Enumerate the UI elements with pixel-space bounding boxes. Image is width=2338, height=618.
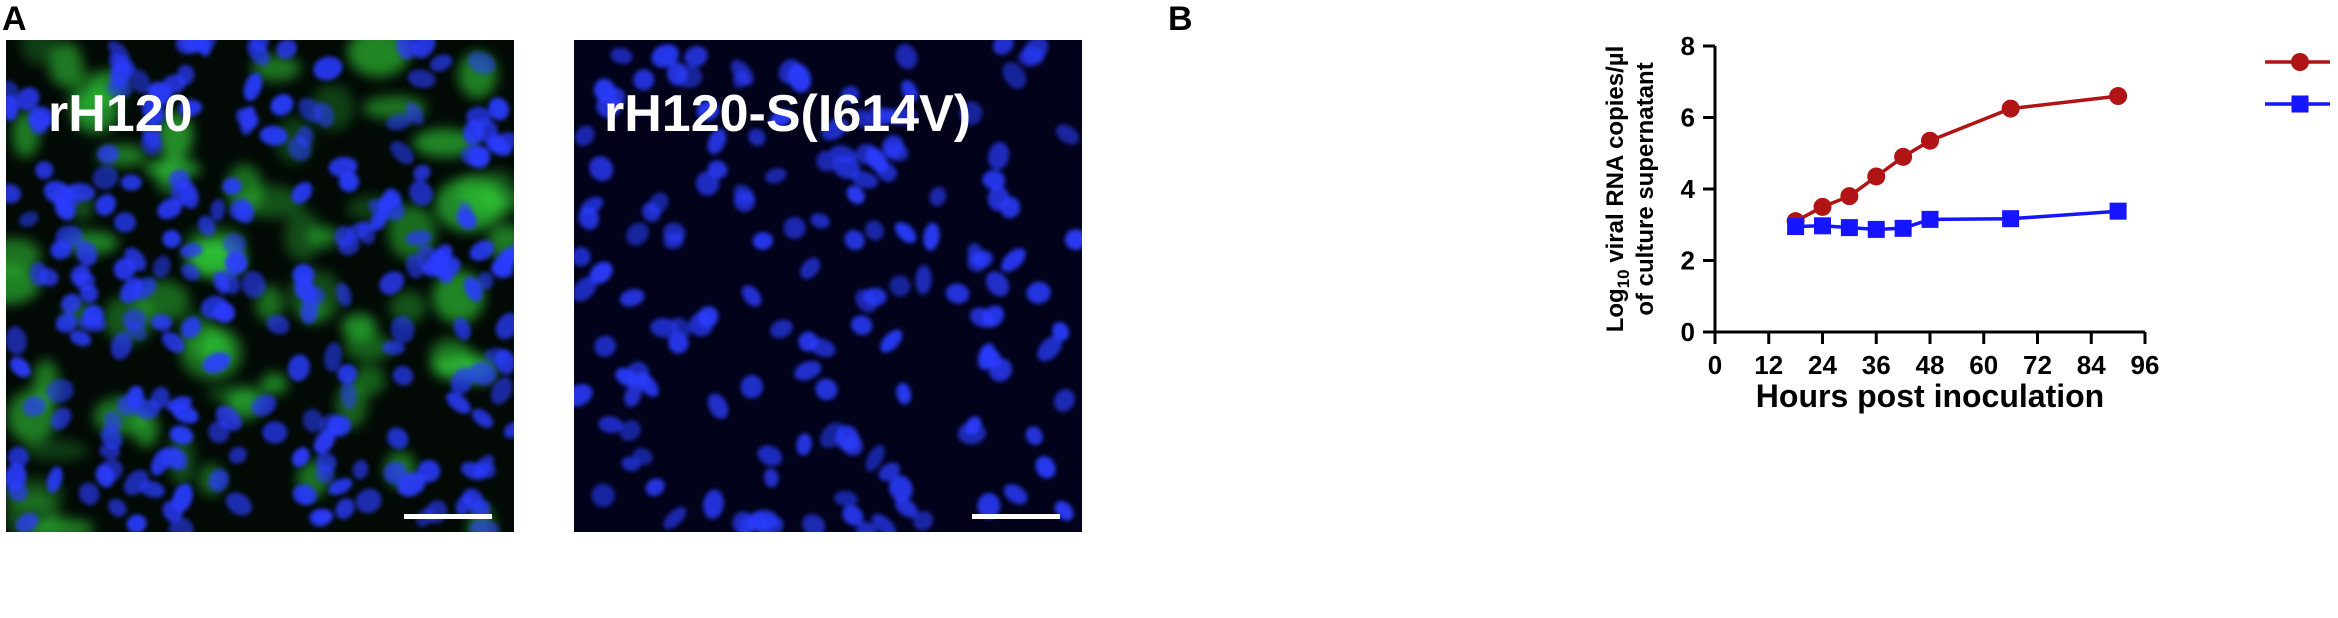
y-axis-label-rest: viral RNA copies/µl [1602, 46, 1629, 270]
x-tick-label: 12 [1754, 350, 1783, 380]
chart-legend: rH120 rH120-S(I614V) [2265, 53, 2330, 113]
data-point [1894, 147, 1913, 166]
y-axis-label-log: Log [1602, 288, 1629, 332]
data-point [1867, 220, 1885, 238]
y-axis-label: Log10 viral RNA copies/µl [1602, 46, 1633, 333]
y-axis-label-line2: of culture supernatant [1632, 62, 1659, 315]
y-tick-label: 8 [1681, 31, 1695, 61]
y-axis-label-sub: 10 [1614, 269, 1633, 288]
data-point [1840, 219, 1858, 237]
chart-series [1786, 87, 2128, 238]
x-tick-label: 48 [1916, 350, 1945, 380]
data-point [1840, 187, 1859, 206]
data-point [2109, 202, 2127, 220]
data-point [1921, 210, 1939, 228]
y-tick-label: 6 [1681, 103, 1695, 133]
data-point [2002, 210, 2020, 228]
x-tick-label: 36 [1862, 350, 1891, 380]
nuclei-stain [574, 40, 1082, 532]
panel-b-letter: B [1168, 0, 1193, 38]
data-point [1787, 218, 1805, 236]
micrograph-label: rH120-S(I614V) [604, 85, 972, 143]
data-point [1867, 167, 1886, 186]
data-point [1894, 219, 1912, 237]
y-tick-label: 4 [1681, 174, 1696, 204]
scale-bar [972, 514, 1060, 519]
micrograph-image [574, 40, 1082, 532]
data-point [1921, 131, 1939, 150]
micrograph-image [6, 40, 514, 532]
data-point [2001, 99, 2020, 118]
x-tick-label: 60 [1969, 350, 1998, 380]
x-tick-label: 72 [2023, 350, 2052, 380]
x-tick-label: 24 [1808, 350, 1837, 380]
legend-marker [2291, 95, 2309, 113]
micrograph-rh120-s-i614v: rH120-S(I614V) [574, 40, 1082, 532]
x-tick-label: 96 [2131, 350, 2160, 380]
legend-item-1: rH120-S(I614V) [2265, 95, 2330, 113]
data-point [2109, 87, 2128, 106]
series-0 [1786, 87, 2128, 231]
y-tick-label: 0 [1681, 317, 1695, 347]
legend-marker [2291, 53, 2309, 71]
x-tick-label: 0 [1708, 350, 1722, 380]
data-point [1813, 197, 1832, 216]
nuclei-stain [6, 40, 514, 532]
micrograph-label: rH120 [48, 85, 193, 143]
data-point [1814, 217, 1831, 235]
panel-a-letter: A [2, 0, 27, 38]
micrograph-rh120: rH120 [6, 40, 514, 532]
y-tick-label: 2 [1681, 246, 1695, 276]
series-1 [1787, 202, 2127, 238]
x-axis-label: Hours post inoculation [1756, 378, 2104, 414]
x-tick-label: 84 [2077, 350, 2106, 380]
scale-bar [404, 514, 492, 519]
legend-item-0: rH120 [2265, 53, 2330, 71]
